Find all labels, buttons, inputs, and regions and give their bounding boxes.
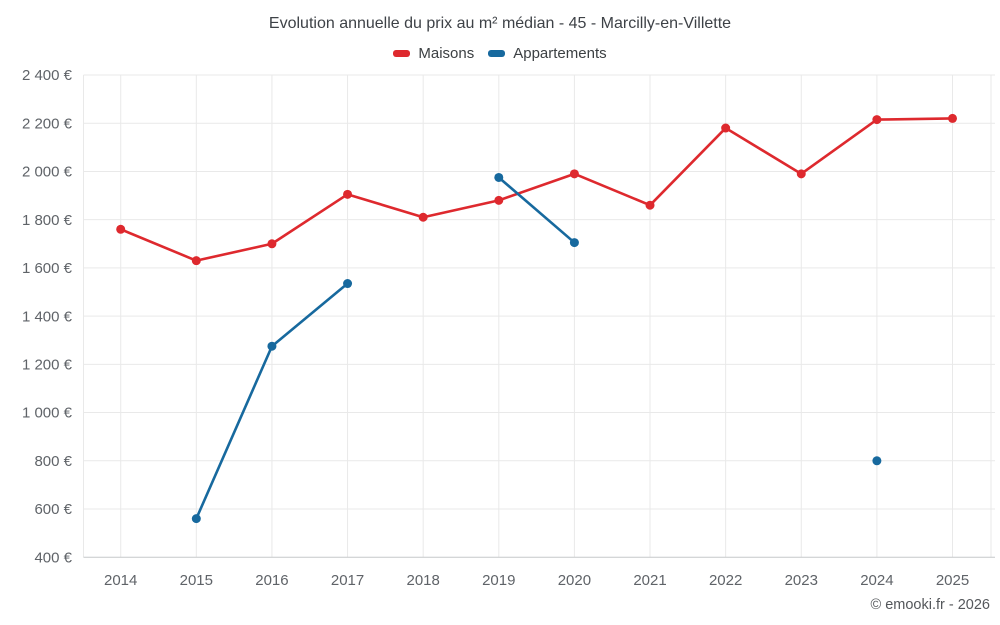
y-axis-tick-label: 600 € — [34, 501, 72, 518]
data-point-maisons-2017[interactable] — [343, 189, 353, 199]
data-point-maisons-2021[interactable] — [645, 200, 655, 210]
y-axis-tick-label: 1 400 € — [22, 308, 73, 325]
x-axis-tick-label: 2025 — [936, 572, 969, 589]
y-axis-tick-label: 1 800 € — [22, 212, 73, 229]
x-axis-tick-label: 2020 — [558, 572, 591, 589]
y-axis-tick-label: 1 200 € — [22, 357, 73, 374]
x-axis-tick-label: 2015 — [180, 572, 213, 589]
y-axis-tick-label: 800 € — [34, 453, 72, 470]
data-point-appartements-2020[interactable] — [569, 238, 579, 248]
y-axis-tick-label: 400 € — [34, 549, 72, 566]
series-appartements — [191, 172, 882, 524]
y-axis-tick-label: 2 400 € — [22, 67, 73, 84]
data-point-maisons-2022[interactable] — [721, 123, 731, 133]
x-axis-tick-label: 2021 — [633, 572, 666, 589]
x-axis-tick-label: 2016 — [255, 572, 288, 589]
data-point-maisons-2023[interactable] — [796, 169, 806, 179]
maisons-line — [119, 117, 954, 262]
grid-lines — [83, 74, 995, 558]
chart-title: Evolution annuelle du prix au m² médian … — [268, 15, 732, 32]
legend-item-appartements[interactable]: Appartements — [488, 45, 607, 62]
data-point-maisons-2025[interactable] — [948, 113, 957, 123]
x-axis-tick-label: 2024 — [860, 572, 893, 589]
y-axis-tick-label: 1 600 € — [22, 260, 73, 277]
copyright-text: © emooki.fr - 2026 — [870, 597, 990, 613]
data-point-appartements-2017[interactable] — [343, 279, 353, 289]
appartements-line — [497, 176, 576, 244]
data-point-maisons-2024[interactable] — [872, 115, 882, 125]
x-axis-tick-label: 2017 — [331, 572, 364, 589]
data-point-appartements-2019[interactable] — [494, 172, 504, 182]
chart-legend: Maisons Appartements — [0, 45, 1000, 62]
data-point-appartements-2015[interactable] — [191, 514, 201, 524]
data-point-maisons-2016[interactable] — [267, 239, 277, 249]
y-axis-tick-label: 2 200 € — [22, 115, 73, 132]
x-axis-tick-label: 2022 — [709, 572, 742, 589]
data-point-maisons-2018[interactable] — [418, 212, 428, 222]
legend-label-maisons: Maisons — [418, 45, 475, 62]
data-point-appartements-2016[interactable] — [267, 341, 277, 351]
legend-label-appartements: Appartements — [513, 45, 607, 62]
data-point-maisons-2015[interactable] — [191, 256, 201, 266]
data-point-maisons-2019[interactable] — [494, 195, 504, 205]
x-axis-tick-label: 2023 — [785, 572, 818, 589]
series-maisons — [116, 113, 957, 266]
x-axis-tick-label: 2018 — [406, 572, 439, 589]
y-axis-tick-label: 1 000 € — [22, 405, 73, 422]
data-point-maisons-2014[interactable] — [116, 224, 126, 234]
data-point-appartements-2024[interactable] — [872, 456, 882, 466]
data-point-maisons-2020[interactable] — [569, 169, 579, 179]
maisons-series-swatch-icon — [393, 50, 411, 57]
x-axis-tick-label: 2014 — [104, 572, 137, 589]
y-axis-tick-label: 2 000 € — [22, 164, 73, 181]
appartements-series-swatch-icon — [488, 50, 506, 57]
x-axis-tick-label: 2019 — [482, 572, 515, 589]
legend-item-maisons[interactable]: Maisons — [393, 45, 474, 62]
